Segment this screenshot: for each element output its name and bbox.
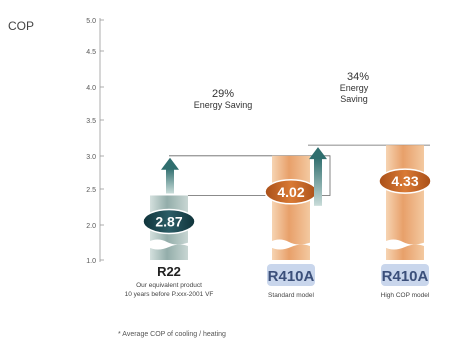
reference-line [169,155,331,196]
category-subtitle: High COP model [381,292,430,299]
refrigerant-logo [381,264,429,286]
y-tick-label: 5.0 [86,18,96,25]
data-label: 2.87 [155,213,182,229]
saving-arrow-head [161,157,179,170]
category-name: R410A [382,268,429,285]
saving-percent: 29% [212,88,234,100]
y-axis-title: COP [8,19,34,33]
footnote: * Average COP of cooling / heating [118,331,226,338]
bar-break [270,239,312,250]
data-label: 4.02 [277,184,304,200]
saving-label: Saving [340,94,368,104]
saving-percent: 34% [347,71,369,83]
saving-label: Energy [340,83,369,93]
category-subtitle: 10 years before P.xxx-2001 VF [125,291,214,298]
y-tick-label: 2.5 [86,187,96,194]
bars: 2.87 4.02 4.33 [142,145,432,260]
y-tick-label: 3.5 [86,118,96,125]
saving-arrow-head [309,147,327,160]
category-name: R410A [268,268,315,285]
y-tick-label: 3.0 [86,154,96,161]
category-subtitle: Standard model [268,292,314,299]
bar-break [148,239,190,250]
refrigerant-logo [267,264,315,286]
y-tick-label: 1.0 [86,258,96,265]
category-subtitle: Our equivalent product [136,282,202,289]
y-tick-label: 4.0 [86,85,96,92]
category-name: R22 [157,264,181,279]
category-labels: R22 Our equivalent product 10 years before… [125,264,430,299]
value-badge [378,168,432,194]
bar-break [384,239,426,250]
y-tick-label: 2.0 [86,223,96,230]
saving-arrow-shaft [314,157,322,206]
saving-arrow-shaft [166,167,174,194]
y-axis-ticks: 5.0 4.5 4.0 3.5 3.0 2.5 2.0 1.0 [86,18,104,265]
y-tick-label: 4.5 [86,49,96,56]
saving-label: Energy Saving [194,100,253,110]
data-label: 4.33 [391,173,418,189]
value-badge [142,208,196,235]
